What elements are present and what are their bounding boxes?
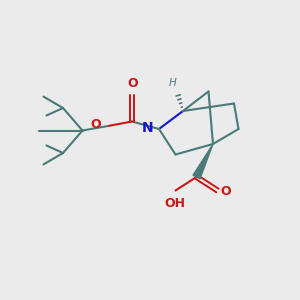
Text: O: O <box>91 118 101 131</box>
Text: N: N <box>141 121 153 135</box>
Text: H: H <box>169 78 176 88</box>
Text: O: O <box>220 184 230 198</box>
Polygon shape <box>193 144 213 179</box>
Text: O: O <box>127 77 138 90</box>
Text: OH: OH <box>164 197 185 210</box>
